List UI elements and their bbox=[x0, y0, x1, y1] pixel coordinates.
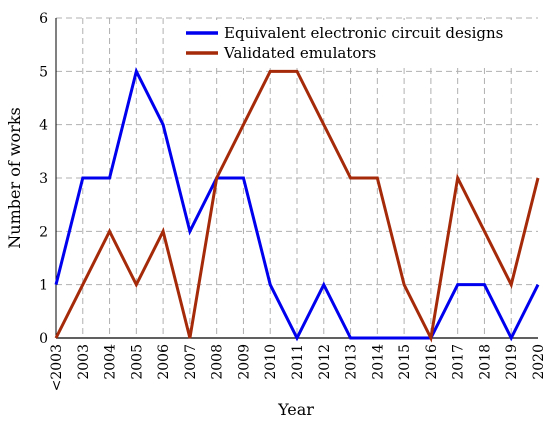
legend-label-2: Validated emulators bbox=[223, 44, 376, 62]
x-tick-label: 2004 bbox=[103, 344, 119, 380]
x-tick-label: 2009 bbox=[236, 344, 252, 380]
x-tick-label: 2011 bbox=[290, 344, 306, 380]
x-tick-label: 2010 bbox=[263, 344, 279, 380]
x-tick-label: 2013 bbox=[344, 344, 360, 380]
x-tick-label: 2006 bbox=[156, 344, 172, 380]
y-tick-label: 3 bbox=[39, 171, 48, 187]
x-tick-label: 2018 bbox=[477, 344, 493, 380]
y-axis-label: Number of works bbox=[5, 107, 24, 248]
x-tick-label: 2016 bbox=[424, 344, 440, 380]
y-tick-label: 2 bbox=[39, 224, 48, 240]
x-tick-label: <2003 bbox=[49, 344, 65, 391]
x-tick-label: 2020 bbox=[531, 344, 547, 380]
x-tick-label: 2008 bbox=[210, 344, 226, 380]
x-tick-label: 2007 bbox=[183, 344, 199, 380]
x-tick-label: 2017 bbox=[451, 344, 467, 380]
x-tick-label: 2019 bbox=[504, 344, 520, 380]
x-tick-label: 2003 bbox=[76, 344, 92, 380]
x-tick-label: 2005 bbox=[129, 344, 145, 380]
y-tick-label: 1 bbox=[39, 278, 48, 294]
y-tick-label: 5 bbox=[39, 64, 48, 80]
x-axis-label: Year bbox=[277, 400, 314, 419]
legend: Equivalent electronic circuit designs Val… bbox=[178, 20, 532, 66]
legend-label-1: Equivalent electronic circuit designs bbox=[224, 24, 503, 42]
y-tick-label: 0 bbox=[39, 331, 48, 347]
series bbox=[54, 67, 540, 343]
tick-labels: 0 1 2 3 4 5 6 <2003 2003 2004 2005 2006 2007 2008 2009… bbox=[39, 11, 547, 391]
y-tick-label: 6 bbox=[39, 11, 48, 27]
x-tick-label: 2012 bbox=[317, 344, 333, 380]
x-tick-label: 2014 bbox=[370, 344, 386, 380]
legend-box bbox=[178, 20, 532, 66]
y-tick-label: 4 bbox=[39, 118, 48, 134]
x-tick-label: 2015 bbox=[397, 344, 413, 380]
